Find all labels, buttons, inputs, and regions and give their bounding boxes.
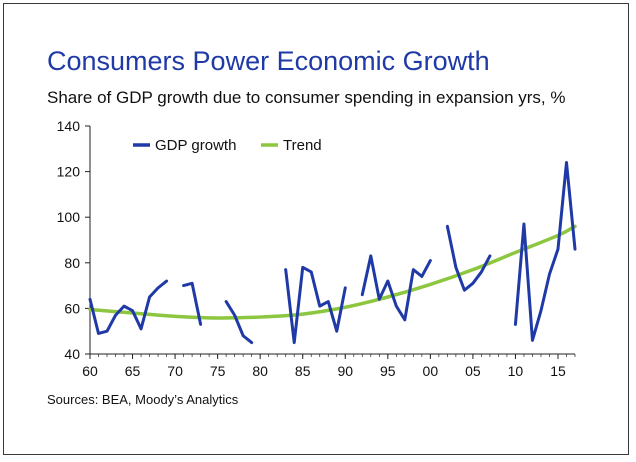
gdp-growth-line-segment (513, 160, 577, 342)
source-note: Sources: BEA, Moody’s Analytics (47, 392, 239, 407)
chart-title: Consumers Power Economic Growth (47, 46, 490, 76)
series-lines (88, 160, 577, 345)
x-tick-label: 85 (295, 363, 311, 379)
legend-label-gdp-growth: GDP growth (155, 137, 236, 154)
x-tick-label: 80 (252, 363, 268, 379)
gdp-growth-line-segment (88, 279, 169, 335)
x-tick-label: 90 (337, 363, 353, 379)
y-tick-labels: 40 60 80 100 120 140 (57, 118, 81, 362)
gdp-growth-line-segment (224, 300, 254, 345)
trend-line (88, 224, 577, 320)
chart-subtitle: Share of GDP growth due to consumer spen… (47, 88, 566, 107)
y-tick-label: 120 (57, 164, 81, 180)
legend-label-trend: Trend (283, 137, 322, 154)
x-tick-label: 65 (125, 363, 141, 379)
y-tick-label: 80 (64, 255, 80, 271)
x-tick-label: 10 (508, 363, 524, 379)
x-tick-label: 70 (167, 363, 183, 379)
y-tick-label: 100 (57, 209, 81, 225)
y-tick-label: 60 (64, 300, 80, 316)
gdp-growth-line-segment (445, 224, 492, 292)
x-tick-label: 75 (210, 363, 226, 379)
chart-frame (3, 3, 629, 455)
y-tick-label: 140 (57, 118, 81, 134)
x-tick-label: 95 (380, 363, 396, 379)
x-tick-label: 05 (465, 363, 481, 379)
gdp-growth-line-segment (284, 265, 347, 345)
x-tick-label: 60 (82, 363, 98, 379)
x-tick-label: 15 (550, 363, 566, 379)
y-tick-label: 40 (64, 346, 80, 362)
legend: GDP growth Trend (133, 137, 322, 154)
x-tick-label: 00 (423, 363, 439, 379)
axes (85, 125, 576, 359)
x-tick-labels: 60 65 70 75 80 85 90 95 00 05 10 15 (82, 363, 566, 379)
